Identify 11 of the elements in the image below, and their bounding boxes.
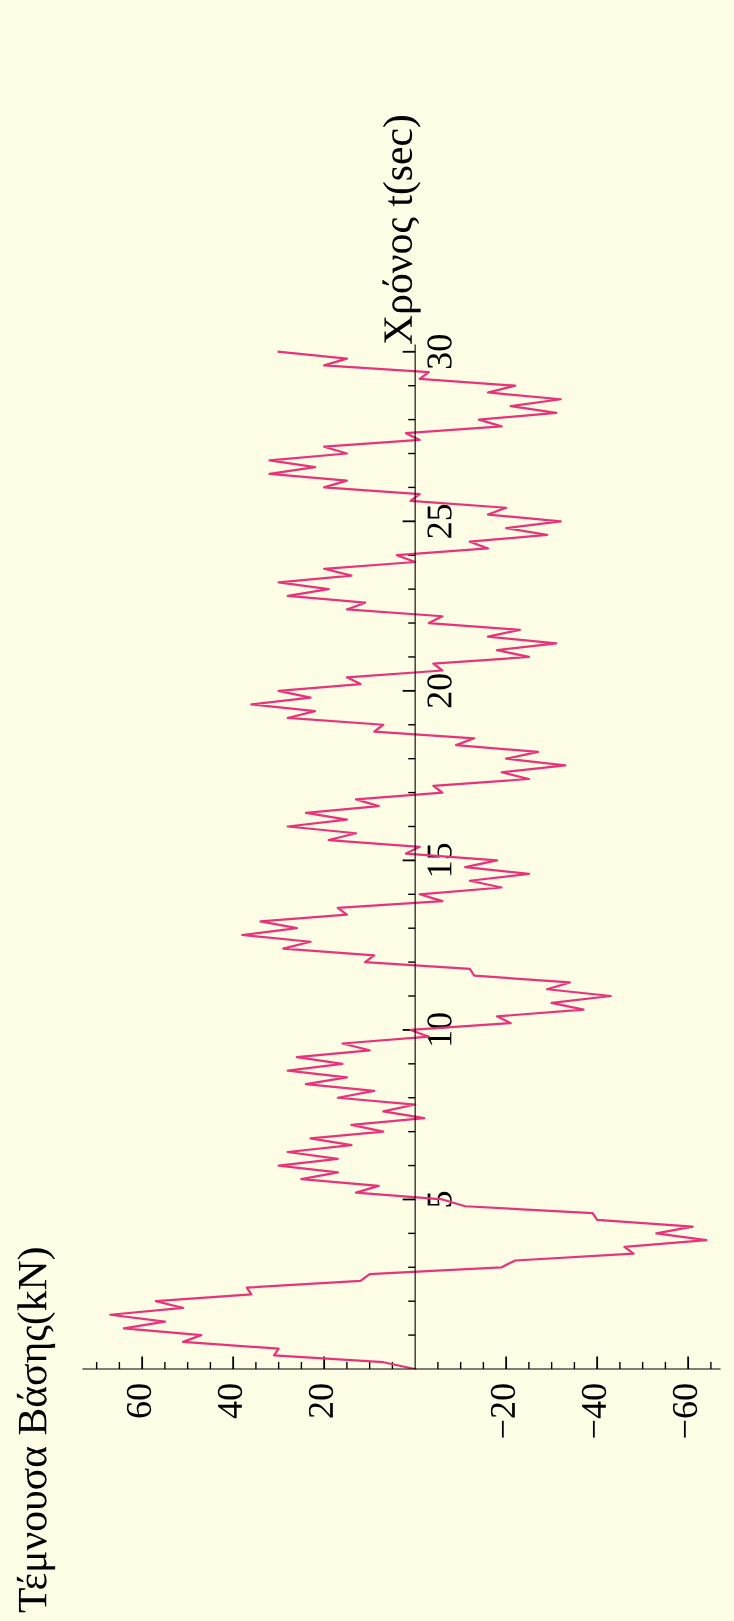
x-tick-label: 60 (126, 1384, 152, 1418)
x-tick-label: 40 (217, 1384, 243, 1419)
x-tick-label: −20 (490, 1384, 516, 1438)
x-tick-label: 20 (308, 1384, 334, 1418)
x-tick-label: −40 (581, 1384, 607, 1438)
y-axis-title: Τέμνουσα Βάσης(kN) (16, 1248, 56, 1613)
y-tick-label: 20 (427, 674, 452, 708)
x-tick-label: −60 (672, 1384, 698, 1438)
y-tick-label: 25 (427, 504, 452, 538)
text: Χρόνος t(sec) (382, 116, 421, 345)
y-tick-label: 30 (427, 335, 452, 369)
